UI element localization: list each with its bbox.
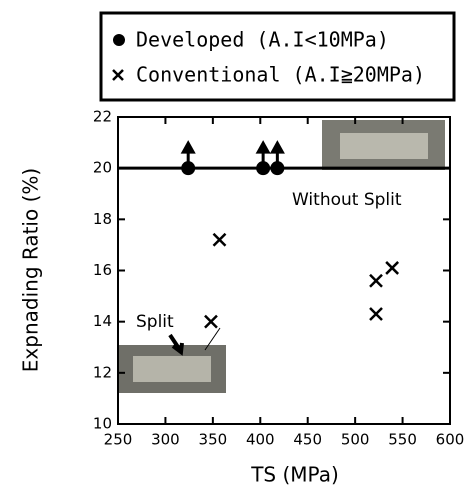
annotation: Split (136, 312, 174, 332)
legend-marker (113, 34, 125, 46)
annotation: Without Split (292, 190, 402, 210)
point (256, 161, 271, 176)
y-tick-label: 16 (93, 261, 112, 279)
x-tick-label: 450 (293, 431, 322, 449)
x-tick-label: 400 (246, 431, 275, 449)
point (204, 314, 218, 329)
y-tick-label: 18 (93, 210, 112, 228)
x-tick-label: 250 (104, 431, 133, 449)
split-leader (204, 327, 221, 351)
y-tick-label: 14 (93, 312, 112, 330)
x-tick-label: 350 (199, 431, 228, 449)
y-tick-label: 10 (93, 415, 112, 433)
point (181, 161, 196, 176)
x-tick-label: 600 (436, 431, 465, 449)
y-tick-label: 22 (93, 108, 112, 126)
y-tick-label: 20 (93, 159, 112, 177)
y-tick-label: 12 (93, 363, 112, 381)
x-tick-label: 500 (341, 431, 370, 449)
point (369, 273, 383, 288)
legend-label: Developed (A.I<10MPa) (136, 28, 389, 52)
x-tick-label: 550 (388, 431, 417, 449)
photo-sample (340, 133, 428, 159)
legend-label: Conventional (A.I≧20MPa) (136, 63, 425, 87)
point (212, 232, 227, 247)
split-arrow (168, 333, 184, 356)
point (369, 307, 383, 321)
x-tick-label: 300 (151, 431, 180, 449)
x-axis-label: TS (MPa) (250, 463, 339, 487)
legend-box (99, 11, 456, 102)
legend-marker (112, 69, 124, 81)
point (270, 161, 285, 176)
photo-sample (133, 356, 211, 382)
point (385, 261, 400, 275)
y-axis-label: Expnading Ratio (%) (19, 168, 43, 372)
